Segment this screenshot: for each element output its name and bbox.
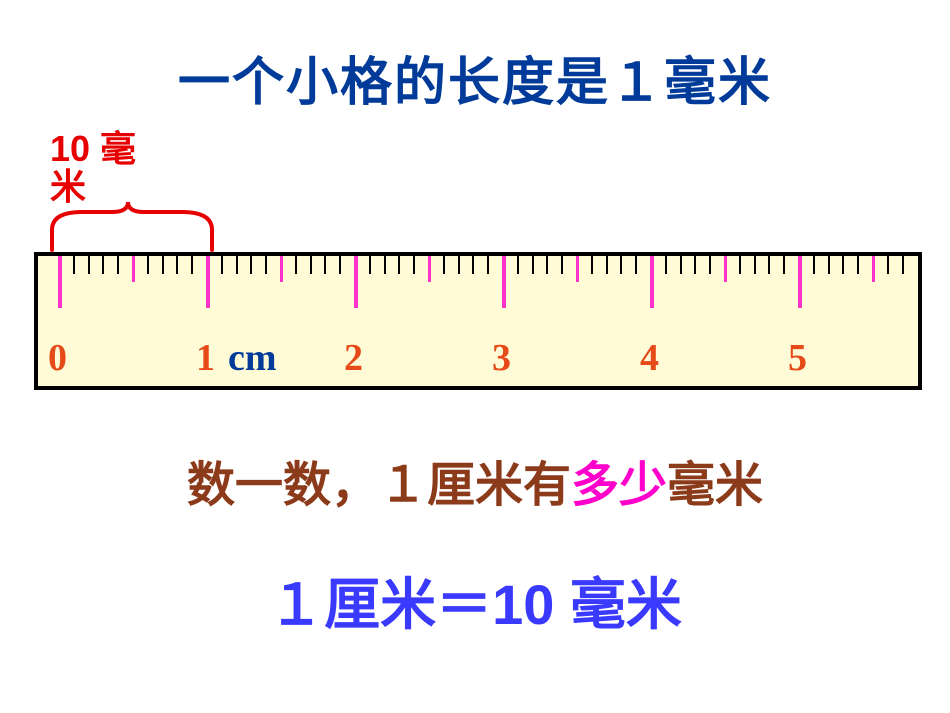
ruler-tick <box>162 256 164 274</box>
ruler-tick <box>768 256 770 274</box>
ruler-tick <box>680 256 682 274</box>
ruler-tick <box>724 256 727 282</box>
ruler-tick <box>191 256 193 274</box>
ruler-number: 2 <box>344 336 363 380</box>
ruler-tick <box>887 256 889 274</box>
ruler-tick <box>117 256 119 274</box>
ruler-tick <box>561 256 563 274</box>
ruler-tick <box>324 256 326 274</box>
ruler-tick <box>206 256 210 308</box>
ruler-tick <box>384 256 386 274</box>
ruler-tick <box>250 256 252 274</box>
ruler-tick <box>754 256 756 274</box>
ruler-tick <box>902 256 904 274</box>
ruler-tick <box>813 256 815 274</box>
ruler: 0 1 2 3 4 5 cm <box>34 252 922 390</box>
ruler-tick <box>532 256 534 274</box>
ruler-tick <box>443 256 445 274</box>
page-title: 一个小格的长度是１毫米 <box>0 40 950 115</box>
ruler-tick <box>635 256 637 274</box>
ruler-tick <box>665 256 667 274</box>
ruler-tick <box>650 256 654 308</box>
cm-unit-label: cm <box>228 336 277 380</box>
question-text-part: 数一数，１厘米有 <box>187 459 571 512</box>
ruler-tick <box>872 256 875 282</box>
ruler-tick <box>413 256 415 274</box>
ruler-tick <box>576 256 579 282</box>
ruler-tick <box>147 256 149 274</box>
ruler-tick <box>132 256 135 282</box>
ruler-tick <box>842 256 844 274</box>
ruler-tick <box>606 256 608 274</box>
ruler-tick <box>458 256 460 274</box>
ruler-tick <box>828 256 830 274</box>
ruler-tick <box>783 256 785 274</box>
ruler-tick <box>310 256 312 274</box>
ruler-number: 5 <box>788 336 807 380</box>
ruler-number: 0 <box>48 336 67 380</box>
bracket-icon <box>42 200 222 254</box>
ruler-tick <box>694 256 696 274</box>
ruler-number: 1 <box>196 336 215 380</box>
ruler-tick <box>857 256 859 274</box>
ruler-tick <box>517 256 519 274</box>
ruler-tick <box>620 256 622 274</box>
ruler-tick <box>295 256 297 274</box>
equation-text: １厘米＝10 毫米 <box>0 560 950 641</box>
question-text: 数一数，１厘米有多少毫米 <box>0 445 950 515</box>
ruler-number: 4 <box>640 336 659 380</box>
ruler-tick <box>398 256 400 274</box>
ruler-tick <box>369 256 371 274</box>
ruler-tick <box>546 256 548 274</box>
ruler-tick <box>236 256 238 274</box>
ruler-tick <box>265 256 267 274</box>
ruler-tick <box>591 256 593 274</box>
ruler-tick <box>73 256 75 274</box>
ruler-tick <box>739 256 741 274</box>
ruler-tick <box>354 256 358 308</box>
ruler-tick <box>472 256 474 274</box>
ruler-tick <box>487 256 489 274</box>
question-text-part: 毫米 <box>667 459 763 512</box>
ruler-tick <box>102 256 104 274</box>
question-text-part: 多少 <box>571 459 667 512</box>
ruler-tick <box>58 256 62 308</box>
ruler-tick <box>709 256 711 274</box>
ruler-tick <box>280 256 283 282</box>
ruler-tick <box>221 256 223 274</box>
ruler-tick <box>176 256 178 274</box>
ruler-tick <box>428 256 431 282</box>
ruler-tick <box>798 256 802 308</box>
bracket-label-block: 10 毫 米 <box>50 130 136 206</box>
bracket-label-line1: 10 毫 <box>50 130 136 168</box>
ruler-tick <box>88 256 90 274</box>
ruler-body: 0 1 2 3 4 5 cm <box>34 252 922 390</box>
ruler-tick <box>502 256 506 308</box>
ruler-number: 3 <box>492 336 511 380</box>
ruler-tick <box>339 256 341 274</box>
